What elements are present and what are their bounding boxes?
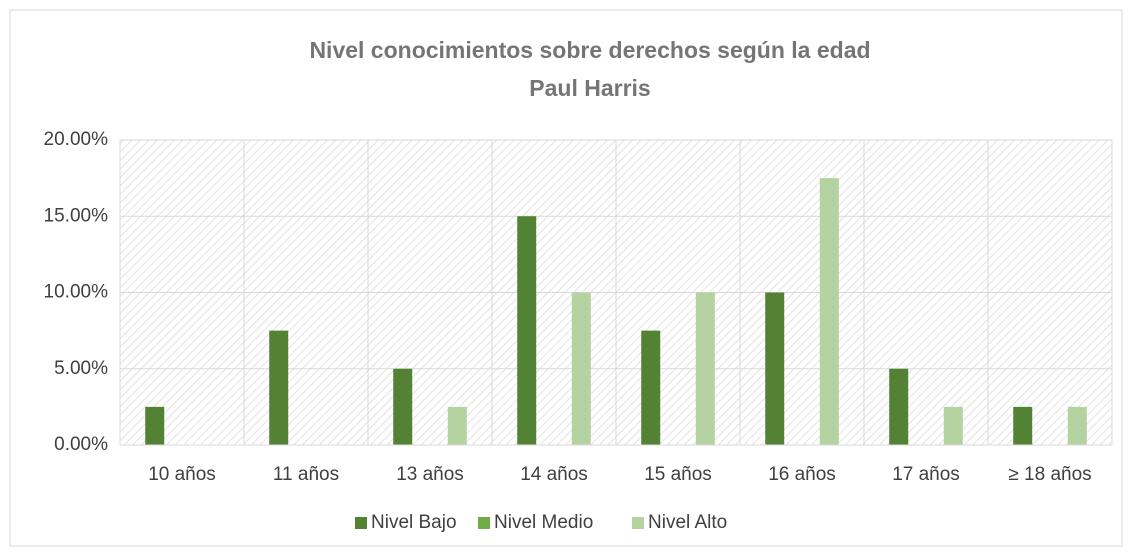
chart-subtitle: Paul Harris (529, 75, 650, 101)
legend-label: Nivel Bajo (371, 512, 457, 533)
bar (571, 292, 591, 445)
bar (943, 406, 963, 445)
x-tick-label: 11 años (273, 464, 339, 485)
x-tick-label: 16 años (768, 464, 836, 485)
y-tick-label: 15.00% (44, 205, 109, 226)
bar (1067, 406, 1087, 445)
x-tick-label: 15 años (644, 464, 712, 485)
bar (695, 292, 715, 445)
legend-swatch (355, 517, 367, 529)
bar (269, 330, 289, 445)
legend-swatch (478, 517, 490, 529)
legend-label: Nivel Medio (494, 512, 593, 533)
y-tick-label: 5.00% (54, 358, 108, 379)
x-tick-label: 17 años (892, 464, 960, 485)
bar (393, 368, 413, 445)
bar (641, 330, 661, 445)
legend-swatch (632, 517, 644, 529)
y-tick-label: 0.00% (54, 434, 108, 455)
chart-title: Nivel conocimientos sobre derechos según… (309, 37, 870, 63)
bar (517, 216, 537, 445)
legend-label: Nivel Alto (648, 512, 727, 533)
x-tick-label: 14 años (520, 464, 588, 485)
bar (819, 178, 839, 445)
bar (145, 406, 165, 445)
y-tick-label: 20.00% (44, 129, 109, 150)
bar (889, 368, 909, 445)
y-tick-label: 10.00% (44, 282, 109, 303)
bar (447, 406, 467, 445)
x-tick-label: 13 años (396, 464, 464, 485)
x-tick-label: ≥ 18 años (1008, 464, 1091, 485)
x-tick-label: 10 años (148, 464, 216, 485)
bar (765, 292, 785, 445)
bar (1013, 406, 1033, 445)
